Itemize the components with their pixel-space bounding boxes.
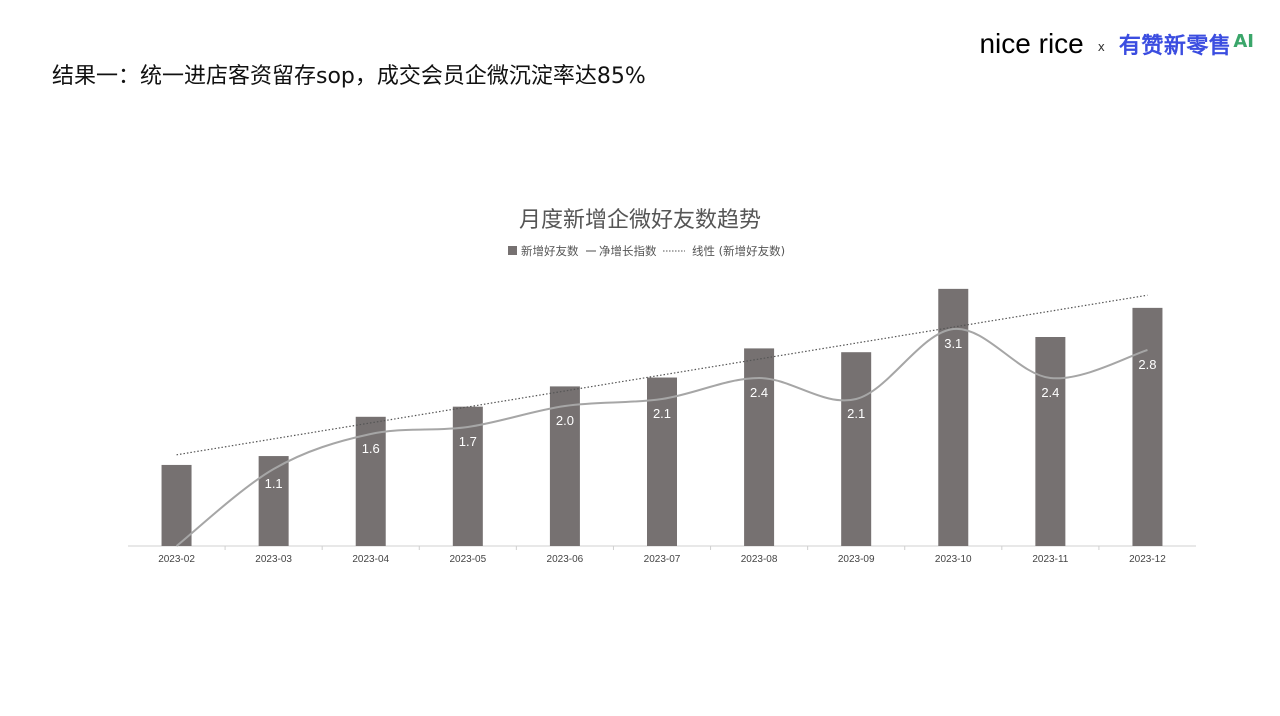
- legend-swatch-bar: [508, 246, 517, 255]
- data-label: 2.4: [750, 385, 768, 400]
- bar-2023-09: [841, 352, 872, 546]
- bar-2023-02: [161, 464, 192, 546]
- x-tick-label: 2023-05: [449, 554, 486, 565]
- x-tick-label: 2023-03: [255, 554, 292, 565]
- data-label: 2.0: [556, 413, 574, 428]
- bar-2023-11: [1035, 337, 1066, 546]
- bar-2023-05: [452, 406, 483, 546]
- bar-2023-06: [549, 386, 580, 546]
- slide-title: 结果一：统一进店客资留存sop，成交会员企微沉淀率达85%: [52, 64, 646, 89]
- brand-separator: x: [1097, 40, 1105, 54]
- bar-2023-07: [647, 377, 677, 546]
- data-label: 1.1: [265, 476, 283, 491]
- x-axis-ticks: 2023-02 2023-03 2023-04 2023-05 2023-06 2023-…: [158, 546, 1166, 565]
- data-label: 1.7: [459, 434, 477, 449]
- line-path: [175, 327, 1148, 547]
- nice-rice-logo: nice rice: [979, 28, 1084, 59]
- data-label: 1.6: [362, 441, 380, 456]
- legend-label-line: 净增长指数: [599, 244, 657, 258]
- x-tick-label: 2023-06: [547, 554, 584, 565]
- data-label: 2.8: [1138, 357, 1156, 372]
- chart-title: 月度新增企微好友数趋势: [519, 208, 761, 233]
- bar-2023-12: [1132, 307, 1163, 546]
- x-tick-label: 2023-04: [352, 554, 389, 565]
- youzan-logo-text: 有赞新零售: [1118, 34, 1232, 59]
- line-series: [175, 327, 1148, 547]
- data-label: 2.1: [847, 406, 865, 421]
- data-label: 2.1: [653, 406, 671, 421]
- x-tick-label: 2023-08: [741, 554, 778, 565]
- x-tick-label: 2023-07: [644, 554, 681, 565]
- x-tick-label: 2023-09: [838, 554, 875, 565]
- youzan-logo: 有赞新零售 AI: [1119, 28, 1254, 60]
- trendline-series: [176, 294, 1148, 456]
- bar-2023-08: [744, 348, 775, 546]
- data-label: 2.4: [1041, 385, 1059, 400]
- bar-2023-04: [355, 416, 386, 546]
- x-tick-label: 2023-11: [1032, 554, 1068, 565]
- trendline-path: [176, 294, 1148, 456]
- bar-2023-03: [258, 456, 289, 546]
- data-label: 3.1: [944, 336, 962, 351]
- legend-label-trend: 线性 (新增好友数): [692, 244, 785, 258]
- data-labels: 1.1 1.6 1.7 2.0 2.1 2.4 2.1 3.1 2.4 2.8: [265, 336, 1157, 491]
- x-tick-label: 2023-12: [1129, 554, 1166, 565]
- legend-label-bar: 新增好友数: [521, 244, 579, 258]
- chart-legend: 新增好友数 净增长指数 线性 (新增好友数): [508, 244, 785, 258]
- youzan-logo-ai: AI: [1233, 31, 1254, 52]
- x-tick-label: 2023-02: [158, 554, 195, 565]
- x-tick-label: 2023-10: [935, 554, 972, 565]
- bar-2023-10: [938, 288, 969, 546]
- brand-logos: nice rice x 有赞新零售 AI: [979, 28, 1254, 60]
